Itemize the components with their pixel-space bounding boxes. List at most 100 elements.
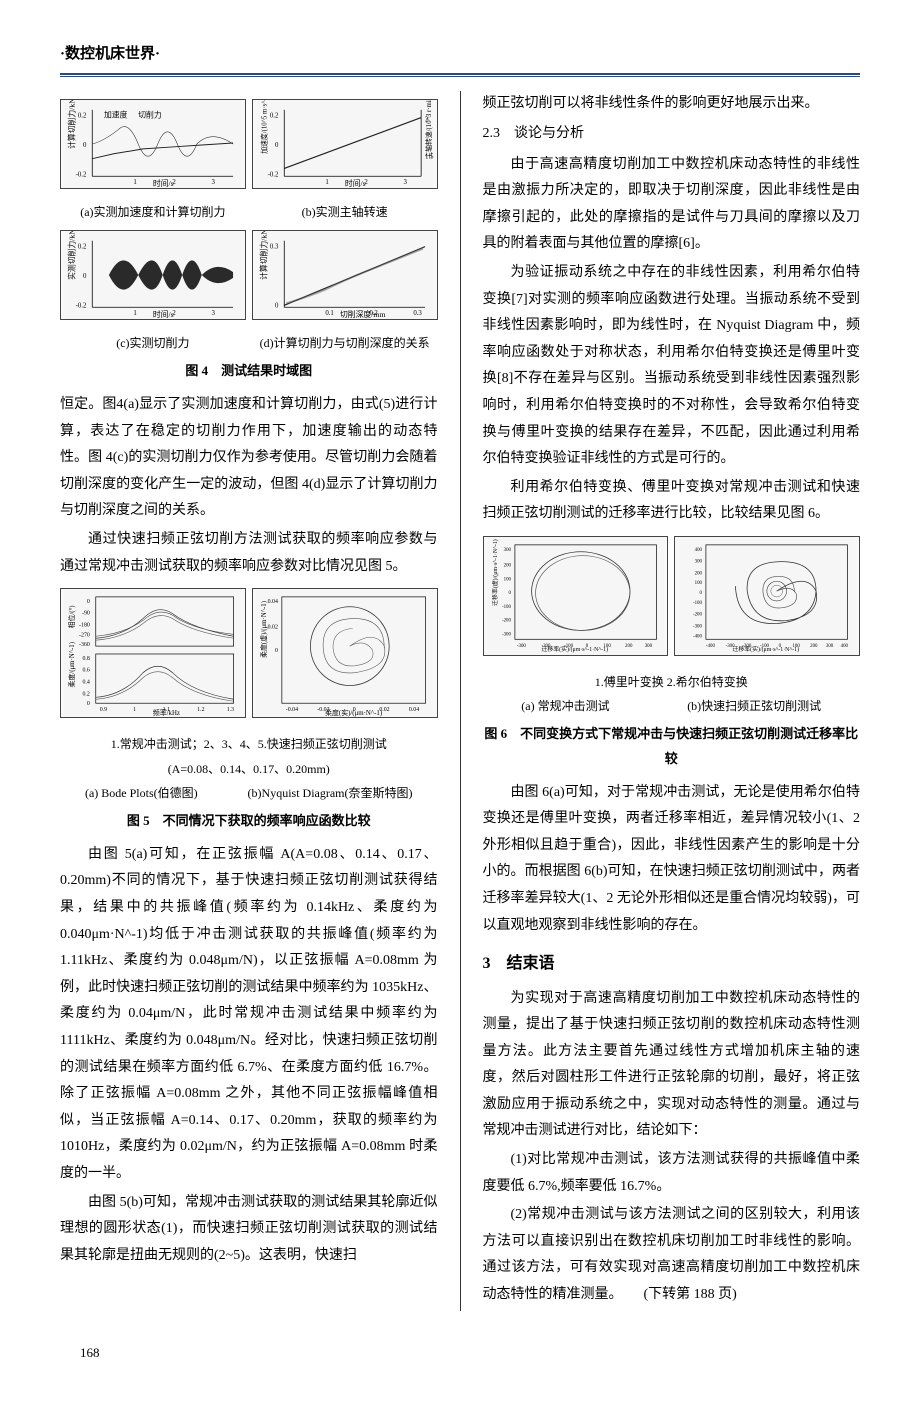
left-p3: 由图 5(a)可知，在正弦振幅 A(A=0.08、0.14、0.17、0.20m… [60,842,438,1188]
fig4a-caption: (a)实测加速度和计算切削力 [60,201,246,224]
right-p2: 由于高速高精度切削加工中数控机床动态特性的非线性是由激振力所决定的，即取决于切削… [483,152,861,258]
fig4-panel-a: 加速度 切削力 计算切削力/kN 时间/s 0.2 0 -0.2 1 2 3 (… [60,99,246,224]
svg-text:0.2: 0.2 [82,691,89,697]
svg-text:-100: -100 [501,605,511,610]
svg-text:-200: -200 [693,613,703,618]
svg-text:0.2: 0.2 [369,310,378,317]
svg-text:1: 1 [133,179,136,186]
svg-text:2: 2 [364,179,368,186]
svg-text:柔度/(μm·N^-1): 柔度/(μm·N^-1) [67,642,76,687]
svg-text:-90: -90 [82,611,90,617]
right-p8: (2)常规冲击测试与该方法测试之间的区别较大，利用该方法可以直接识别出在数控机床… [483,1202,861,1308]
svg-text:0.8: 0.8 [82,656,89,662]
svg-text:200: 200 [695,571,703,576]
fig4d-caption: (d)计算切削力与切削深度的关系 [252,332,438,355]
svg-text:相位/(°): 相位/(°) [67,606,76,629]
fig5-main-caption: 图 5 不同情况下获取的频率响应函数比较 [60,809,438,834]
svg-text:-300: -300 [693,624,703,629]
svg-text:1: 1 [325,179,328,186]
svg-text:时间/s: 时间/s [153,309,174,319]
svg-text:实测切削力/kN: 实测切削力/kN [67,230,77,280]
right-p6: 为实现对于高速高精度切削加工中数控机床动态特性的测量，提出了基于快速扫频正弦切削… [483,986,861,1146]
svg-text:-0.2: -0.2 [267,171,278,178]
svg-text:0: 0 [275,141,279,148]
svg-text:1.5: 1.5 [425,153,434,160]
svg-text:-300: -300 [501,632,511,637]
fig6a-caption: (a) 常规冲击测试 [521,695,609,718]
subsection-2-3: 2.3 谈论与分析 [483,121,861,148]
svg-text:0.3: 0.3 [270,243,279,250]
svg-text:1.2: 1.2 [197,707,204,713]
svg-text:300: 300 [695,560,703,565]
fig4-panel-d: 计算切削力/kN 切削深度/mm 0.3 0 0.1 0.2 0.3 (d)计算… [252,230,438,355]
svg-text:200: 200 [625,644,633,649]
svg-text:-0.2: -0.2 [76,302,87,309]
right-p4: 利用希尔伯特变换、傅里叶变换对常规冲击测试和快速扫频正弦切削测试的迁移率进行比较… [483,475,861,528]
fig5-sublegend: (A=0.08、0.14、0.17、0.20mm) [60,758,438,781]
right-p1: 频正弦切削可以将非线性条件的影响更好地展示出来。 [483,91,861,118]
svg-text:0.02: 0.02 [379,707,389,713]
svg-text:-100: -100 [693,601,703,606]
fig4-panel-c: 实测切削力/kN 时间/s 0.2 0 -0.2 1 2 3 (c)实测切削力 [60,230,246,355]
svg-text:200: 200 [810,644,818,649]
fig5-panel-b: 柔度(虚)/(μm·N^-1) 柔度(实)/(μm·N^-1) -0.04 -0… [252,588,438,729]
fig6-legend: 1.傅里叶变换 2.希尔伯特变换 [483,671,861,694]
svg-text:-180: -180 [79,623,90,629]
svg-text:-0.02: -0.02 [317,707,329,713]
fig6-panel-a: 迁移率(虚)/(μm·s^-1·N^-1) 迁移率(实)/(μm·s^-1·N^… [483,536,669,667]
svg-text:计算切削力/kN: 计算切削力/kN [67,99,77,149]
fig4b-caption: (b)实测主轴转速 [252,201,438,224]
svg-text:3: 3 [212,310,216,317]
svg-text:0: 0 [87,599,90,605]
svg-text:2: 2 [425,116,429,123]
right-p5: 由图 6(a)可知，对于常规冲击测试，无论是使用希尔伯特变换还是傅里叶变换，两者… [483,780,861,940]
fig5b-caption: (b)Nyquist Diagram(奈奎斯特图) [248,782,413,805]
svg-text:-100: -100 [564,644,574,649]
svg-text:加速度: 加速度 [104,109,128,119]
svg-text:-400: -400 [693,634,703,639]
svg-text:迁移率(虚)/(μm·s^-1·N^-1): 迁移率(虚)/(μm·s^-1·N^-1) [491,539,499,606]
header-rule [60,73,860,77]
svg-text:0.3: 0.3 [413,310,422,317]
left-p2: 通过快速扫频正弦切削方法测试获取的频率响应参数与通过常规冲击测试获取的频率响应参… [60,527,438,580]
svg-text:0: 0 [83,141,87,148]
svg-text:0.04: 0.04 [409,707,419,713]
svg-text:2: 2 [172,310,176,317]
svg-text:100: 100 [503,577,511,582]
svg-text:300: 300 [826,644,834,649]
svg-text:-360: -360 [79,642,90,648]
svg-text:1: 1 [133,310,136,317]
svg-text:主轴转速/(10^3 r·min^-1): 主轴转速/(10^3 r·min^-1) [424,99,433,159]
svg-text:0.2: 0.2 [78,243,87,250]
svg-text:-300: -300 [516,644,526,649]
svg-text:0.02: 0.02 [267,625,277,631]
fig5-legend: 1.常规冲击测试；2、3、4、5.快速扫频正弦切削测试 [60,733,438,756]
svg-text:0: 0 [275,302,279,309]
svg-text:0.1: 0.1 [325,310,334,317]
svg-text:-0.04: -0.04 [286,707,298,713]
svg-text:1.1: 1.1 [163,707,170,713]
fig5a-caption: (a) Bode Plots(伯德图) [85,782,198,805]
svg-text:切削深度/mm: 切削深度/mm [340,309,386,319]
svg-text:200: 200 [503,564,511,569]
fig6b-caption: (b)快速扫频正弦切削测试 [687,695,821,718]
fig5-panel-a: 相位/(°) 柔度/(μm·N^-1) 0 -90 -180 -270 -360… [60,588,246,729]
svg-text:-200: -200 [743,644,753,649]
svg-text:0.2: 0.2 [78,112,87,119]
svg-text:0.4: 0.4 [82,680,89,686]
svg-text:加速度/(10^5 m·s^-2): 加速度/(10^5 m·s^-2) [259,99,268,154]
page-number: 168 [60,1341,860,1366]
svg-text:300: 300 [644,644,652,649]
right-column: 频正弦切削可以将非线性条件的影响更好地展示出来。 2.3 谈论与分析 由于高速高… [483,91,861,1311]
svg-text:计算切削力/kN: 计算切削力/kN [258,230,268,280]
svg-text:1: 1 [133,707,136,713]
section-3: 3 结束语 [483,949,861,979]
svg-text:-200: -200 [541,644,551,649]
right-p7: (1)对比常规冲击测试，该方法测试获得的共振峰值中柔度要低 6.7%,频率要低 … [483,1147,861,1200]
svg-text:0: 0 [353,707,356,713]
section-header: ·数控机床世界· [60,40,860,69]
svg-text:3: 3 [403,179,407,186]
figure-4: 加速度 切削力 计算切削力/kN 时间/s 0.2 0 -0.2 1 2 3 (… [60,99,438,384]
svg-text:400: 400 [841,644,849,649]
svg-text:-0.2: -0.2 [76,171,87,178]
